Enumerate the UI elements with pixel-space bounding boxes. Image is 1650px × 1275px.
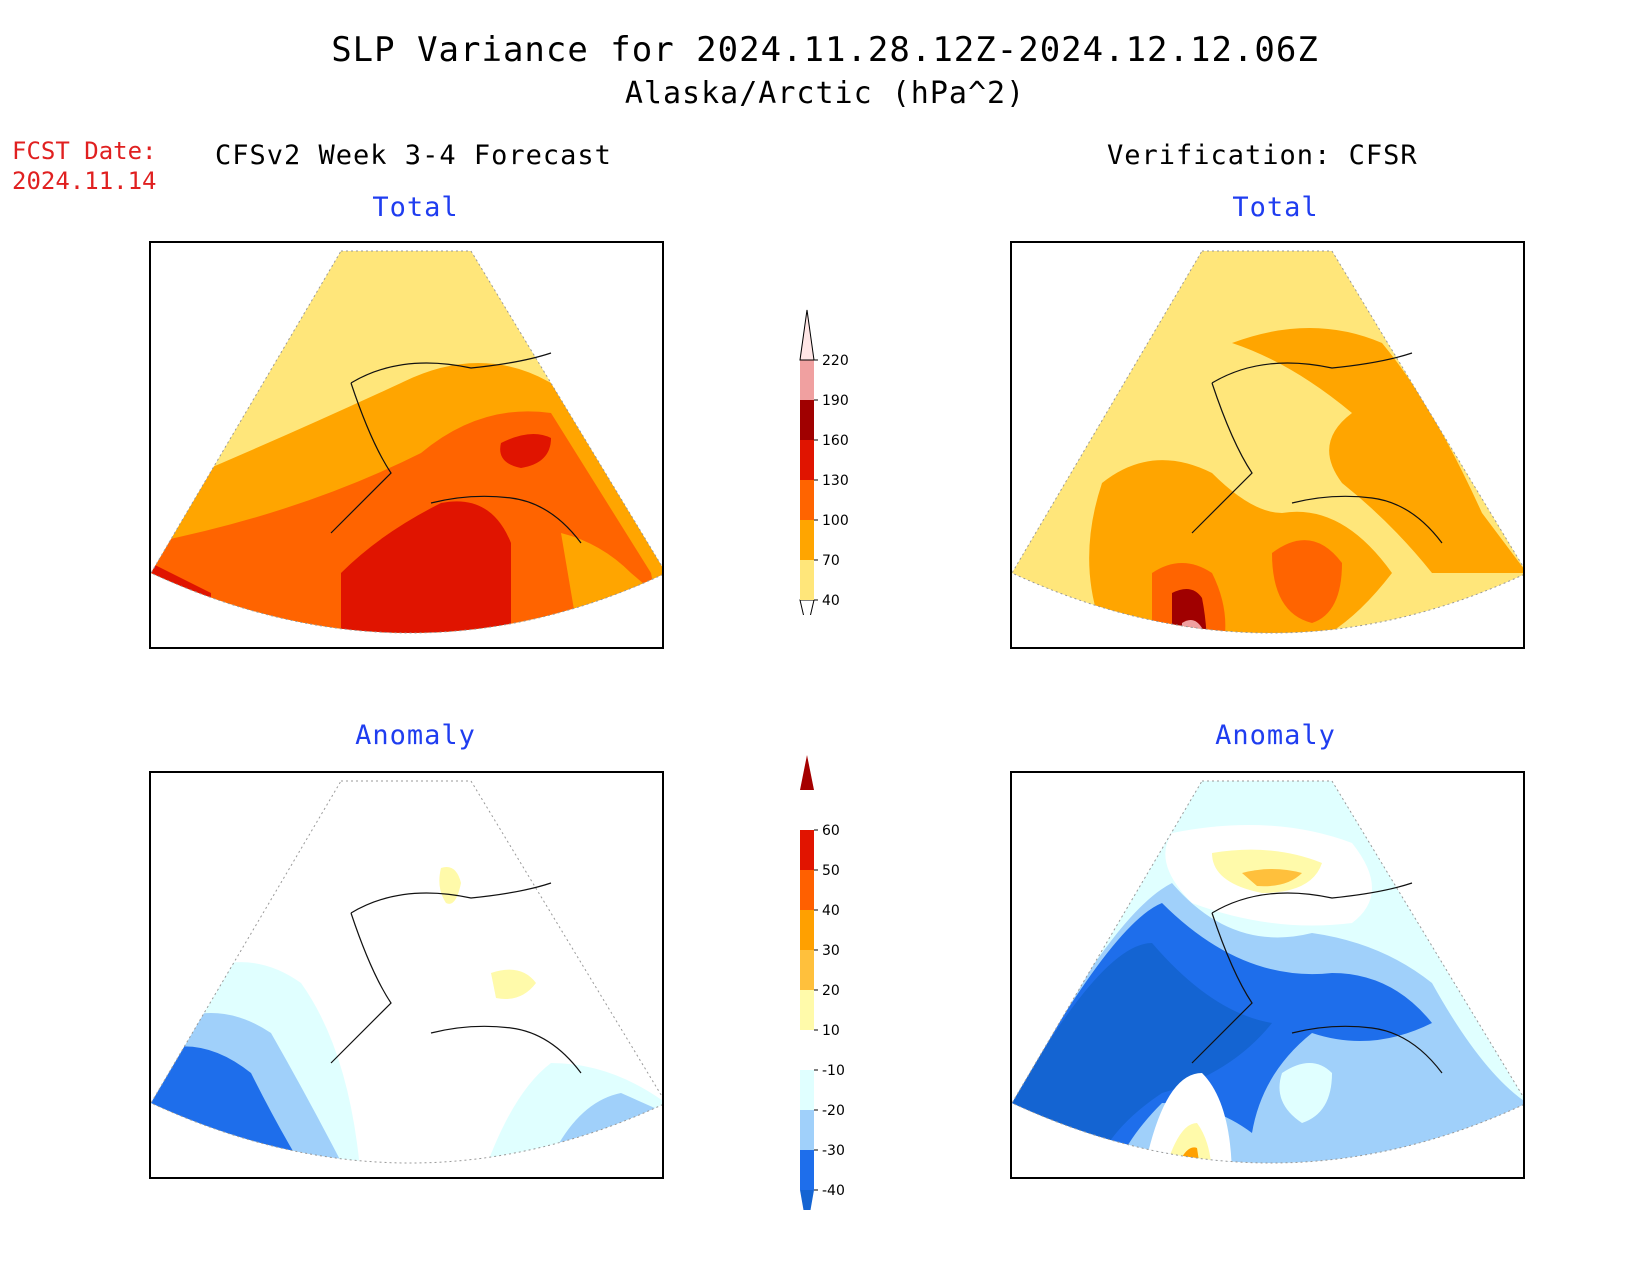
forecast-date-block: FCST Date: 2024.11.14 bbox=[12, 136, 157, 196]
verification-total-title: Total bbox=[1232, 192, 1319, 223]
colorbar-segment bbox=[800, 520, 814, 560]
colorbar-tick-label: 20 bbox=[822, 983, 840, 999]
colorbar-segment bbox=[800, 1110, 814, 1150]
colorbar-tick-label: -20 bbox=[822, 1103, 845, 1119]
colorbar-tick-label: 160 bbox=[822, 433, 849, 449]
colorbar-tick-label: 100 bbox=[822, 513, 849, 529]
colorbar-segment bbox=[800, 400, 814, 440]
colorbar-segment bbox=[800, 1150, 814, 1190]
colorbar-tick-label: 10 bbox=[822, 1023, 840, 1039]
colorbar-segment bbox=[800, 990, 814, 1030]
colorbar-lower-extension bbox=[800, 1190, 814, 1210]
colorbar-segment bbox=[800, 560, 814, 600]
forecast-anomaly-title: Anomaly bbox=[355, 720, 476, 751]
colorbar-tick-label: 40 bbox=[822, 593, 840, 609]
colorbar-tick-label: 30 bbox=[822, 943, 840, 959]
forecast-anomaly-map bbox=[149, 771, 664, 1179]
colorbar-tick-label: -40 bbox=[822, 1183, 845, 1199]
colorbar-tick-label: 70 bbox=[822, 553, 840, 569]
colorbar-segment bbox=[800, 1030, 814, 1070]
colorbar-segment bbox=[800, 360, 814, 400]
total-colorbar: 40 70 100 130 160 190 220 bbox=[799, 309, 849, 615]
verification-total-map bbox=[1010, 241, 1525, 649]
colorbar-tick-label: 190 bbox=[822, 393, 849, 409]
chart-subtitle: Alaska/Arctic (hPa^2) bbox=[624, 76, 1026, 111]
colorbar-lower-extension bbox=[799, 599, 815, 615]
colorbar-upper-extension bbox=[800, 755, 814, 790]
verification-column-header: Verification: CFSR bbox=[1107, 140, 1418, 171]
anomaly-colorbar: -40 -30 -20 -10 10 20 30 40 50 60 bbox=[800, 755, 845, 1210]
colorbar-upper-extension bbox=[799, 309, 815, 361]
colorbar-segment bbox=[800, 870, 814, 910]
forecast-date-value: 2024.11.14 bbox=[12, 167, 157, 195]
verification-anomaly-map bbox=[1010, 771, 1525, 1179]
colorbar-segment bbox=[800, 1070, 814, 1110]
forecast-total-map bbox=[149, 241, 664, 649]
colorbar-tick-label: 40 bbox=[822, 903, 840, 919]
colorbar-segment bbox=[800, 910, 814, 950]
verification-anomaly-title: Anomaly bbox=[1215, 720, 1336, 751]
colorbar-tick-label: 50 bbox=[822, 863, 840, 879]
colorbar-tick-label: 130 bbox=[822, 473, 849, 489]
forecast-total-title: Total bbox=[372, 192, 459, 223]
colorbar-tick-label: -10 bbox=[822, 1063, 845, 1079]
colorbar-segment bbox=[800, 440, 814, 480]
colorbar-tick-label: -30 bbox=[822, 1143, 845, 1159]
colorbar-tick-label: 220 bbox=[822, 353, 849, 369]
chart-title: SLP Variance for 2024.11.28.12Z-2024.12.… bbox=[331, 30, 1319, 70]
colorbar-segment bbox=[800, 480, 814, 520]
colorbar-tick-label: 60 bbox=[822, 823, 840, 839]
colorbar-segment bbox=[800, 950, 814, 990]
forecast-date-label: FCST Date: bbox=[12, 137, 157, 165]
colorbar-segment bbox=[800, 830, 814, 870]
forecast-column-header: CFSv2 Week 3-4 Forecast bbox=[215, 140, 612, 171]
